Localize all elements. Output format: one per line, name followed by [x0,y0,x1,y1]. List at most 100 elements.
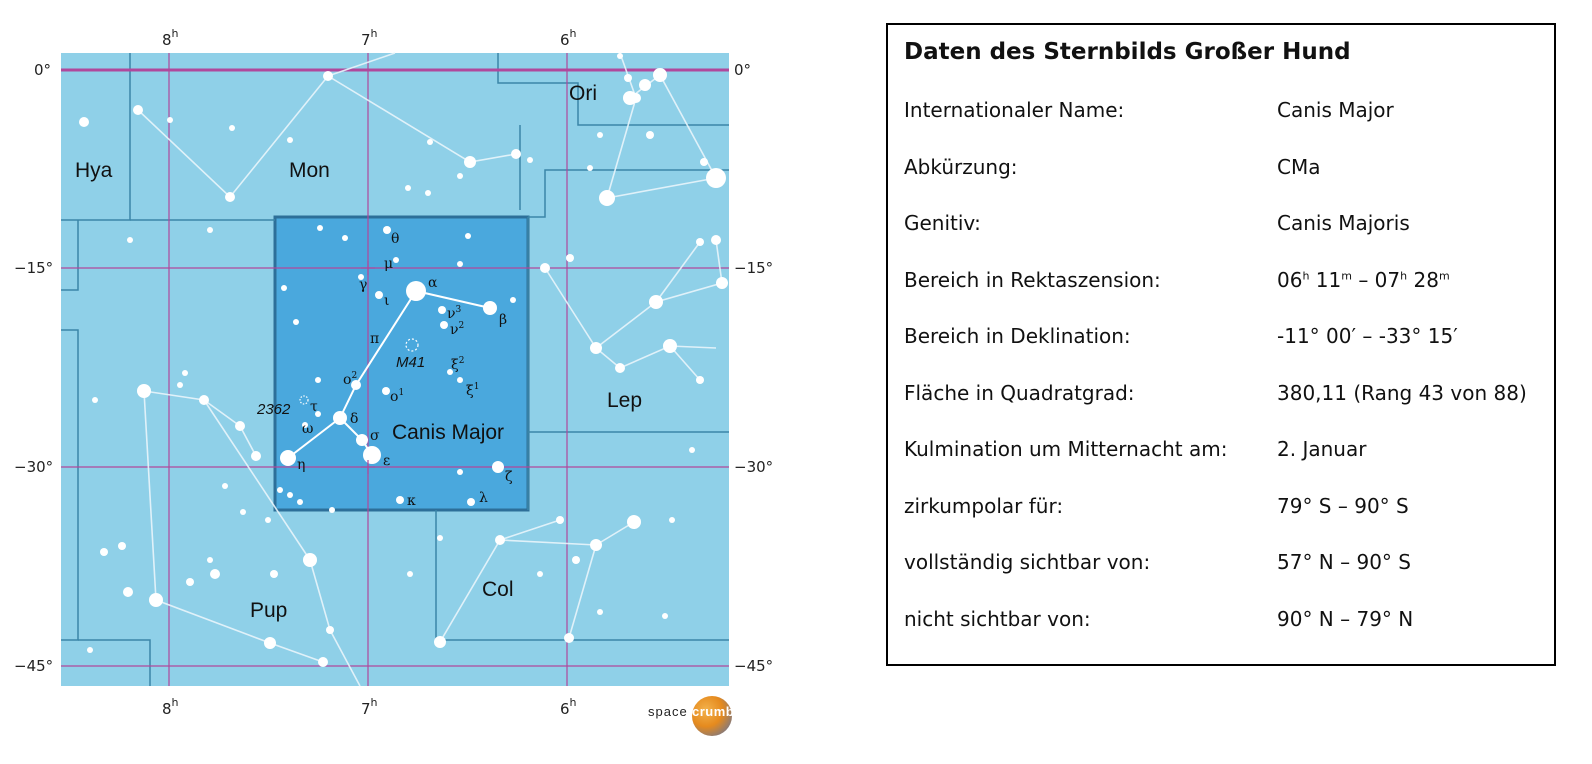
object-markers [361,261,375,474]
star [100,548,108,556]
data-row-international-name: Internationaler Name: Canis Major [904,98,1544,128]
star [127,237,133,243]
star [229,125,235,131]
star [537,571,543,577]
star [323,71,333,81]
dec-label-30-left: −30° [14,458,53,476]
star [383,226,391,234]
data-row-abbreviation: Abkürzung: CMa [904,155,1544,185]
row-key: Kulmination um Mitternacht am: [904,437,1228,461]
ra-label-8h-bottom: 8h [162,696,179,718]
star [590,539,602,551]
constellation-label-canis-major: Canis Major [392,421,504,444]
star [646,131,654,139]
star [240,509,246,515]
constellation-label-lep: Lep [607,389,642,412]
data-row-circumpolar: zirkumpolar für: 79° S – 90° S [904,494,1544,524]
star [351,380,361,390]
star [467,498,475,506]
star [182,370,188,376]
star [264,637,276,649]
constellation-label-hya: Hya [75,159,113,182]
data-row-fully-visible: vollständig sichtbar von: 57° N – 90° S [904,550,1544,580]
star [396,496,404,504]
star [315,377,321,383]
star [199,395,209,405]
star [315,411,321,417]
star [222,483,228,489]
row-value: 380,11 (Rang 43 von 88) [1277,381,1527,405]
star [696,376,704,384]
panel-title: Daten des Sternbilds Großer Hund [904,39,1351,65]
star-label-tau: τ [310,399,318,415]
star-label-eta: η [297,457,305,473]
star [326,626,334,634]
row-key: Fläche in Quadratgrad: [904,381,1135,405]
star [556,516,564,524]
star-label-omicron1: ο1 [390,388,404,405]
star [590,342,602,354]
star [287,137,293,143]
star [597,132,603,138]
star-label-lambda: λ [479,490,488,506]
star [302,422,308,428]
star [270,570,278,578]
star [465,233,471,239]
constellation-label-pup: Pup [250,599,287,622]
star [407,571,413,577]
row-value: Canis Major [1277,98,1394,122]
star-label-sigma: σ [370,428,380,444]
star [382,387,390,395]
data-row-right-ascension: Bereich in Rektaszension: 06h 11m – 07h … [904,268,1544,298]
star [281,285,287,291]
star [297,499,303,505]
star [669,517,675,523]
star [700,158,708,166]
star-label-nu2: ν2 [450,321,464,338]
star-label-beta: β [499,312,507,328]
star-label-mu: μ [384,256,393,272]
star [293,319,299,325]
star [662,613,668,619]
star-chart: 8h 7h 6h 8h 7h 6h 0° −15° −30° −45° 0° −… [14,27,773,718]
data-row-not-visible: nicht sichtbar von: 90° N – 79° N [904,607,1544,637]
star [653,68,667,82]
data-row-culmination: Kulmination um Mitternacht am: 2. Januar [904,437,1544,467]
dec-label-15-left: −15° [14,259,53,277]
ra-label-6h-top: 6h [560,27,577,49]
star [624,74,632,82]
row-value: 57° N – 90° S [1277,550,1411,574]
star [277,487,283,493]
star [663,339,677,353]
coordinate-grid [61,53,729,686]
star [689,447,695,453]
star-label-delta: δ [350,411,358,427]
data-row-genitive: Genitiv: Canis Majoris [904,211,1544,241]
star-label-nu3: ν3 [447,305,462,322]
row-key: Genitiv: [904,211,981,235]
dec-labels-right: 0° −15° −30° −45° [734,61,773,675]
star [425,190,431,196]
star-label-xi1: ξ1 [466,382,479,399]
star [118,542,126,550]
star [225,192,235,202]
constellation-data-panel: Daten des Sternbilds Großer Hund Interna… [886,23,1556,666]
star [137,384,151,398]
star-labels: θ μ γ ι α β π ν3 ν2 ξ2 ξ1 ο2 ο1 τ ω δ σ … [297,231,513,509]
star-label-omega: ω [302,421,313,437]
row-value: 79° S – 90° S [1277,494,1409,518]
ra-labels-top: 8h 7h 6h [162,27,577,49]
data-row-declination: Bereich in Deklination: -11° 00′ – -33° … [904,324,1544,354]
object-label-m41: M41 [396,354,425,371]
ngc2362-cluster-icon [299,395,309,405]
star [186,578,194,586]
star [464,156,476,168]
row-value: 06h 11m – 07h 28m [1277,268,1450,292]
star [303,553,317,567]
dec-labels-left: 0° −15° −30° −45° [14,61,53,675]
star [434,636,446,648]
star [510,297,516,303]
row-key: nicht sichtbar von: [904,607,1091,631]
star [649,295,663,309]
star [627,515,641,529]
